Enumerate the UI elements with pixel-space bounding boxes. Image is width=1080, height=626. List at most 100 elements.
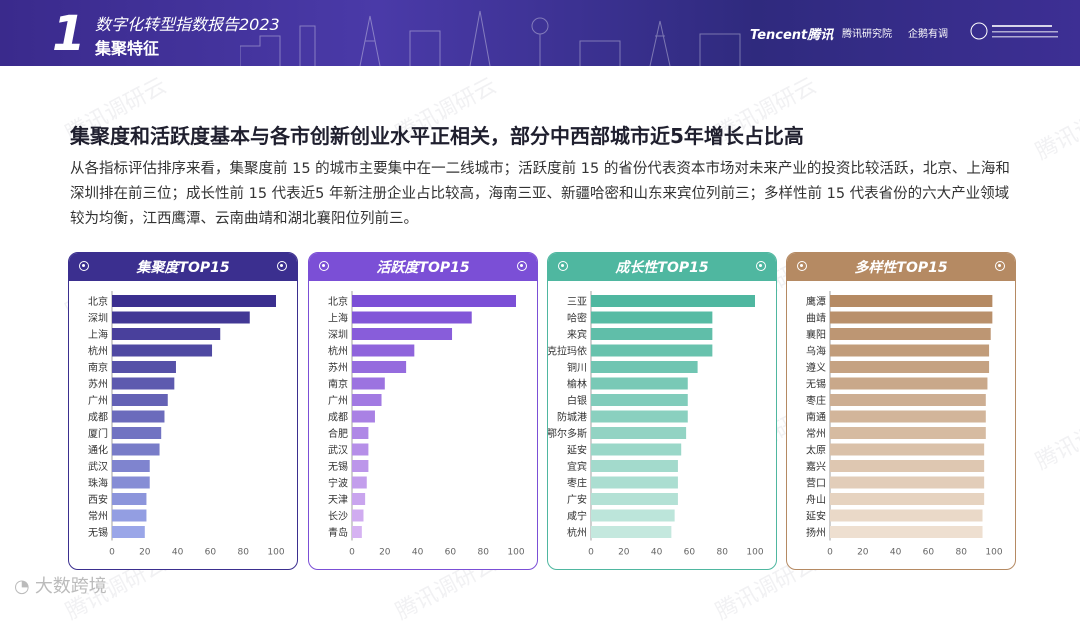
x-tick-label: 20 — [618, 548, 630, 558]
category-label: 咸宁 — [567, 510, 587, 523]
panel-agglomeration: 集聚度TOP15 北京深圳上海杭州南京苏州广州成都厦门通化武汉珠海西安常州无锡0… — [68, 252, 298, 570]
panel-title: 多样性TOP15 — [854, 257, 947, 277]
bar — [591, 394, 688, 406]
page-headline: 集聚度和活跃度基本与各市创新创业水平正相关，部分中西部城市近5年增长占比高 — [70, 120, 804, 149]
bar — [112, 444, 160, 456]
category-label: 天津 — [328, 494, 348, 506]
x-tick-label: 40 — [412, 548, 424, 558]
category-label: 苏州 — [88, 378, 108, 391]
category-label: 深圳 — [88, 313, 108, 325]
bar — [591, 378, 688, 390]
category-label: 铜川 — [567, 362, 587, 374]
panel-title: 活跃度TOP15 — [376, 257, 469, 277]
bar — [591, 444, 681, 456]
category-label: 合肥 — [328, 427, 348, 440]
panel-growth: 成长性TOP15 三亚哈密来宾克拉玛依铜川榆林白银防城港鄂尔多斯延安宜宾枣庄广安… — [547, 252, 777, 570]
category-label: 太原 — [806, 444, 826, 457]
bar — [112, 477, 150, 489]
footer-logo: ◔ 大数跨境 — [14, 572, 107, 598]
category-label: 嘉兴 — [806, 460, 826, 473]
bar-chart-growth: 三亚哈密来宾克拉玛依铜川榆林白银防城港鄂尔多斯延安宜宾枣庄广安咸宁杭州02040… — [548, 283, 776, 565]
panel-activity: 活跃度TOP15 北京上海深圳杭州苏州南京广州成都合肥武汉无锡宁波天津长沙青岛0… — [308, 252, 538, 570]
x-tick-label: 100 — [507, 548, 524, 558]
category-label: 延安 — [567, 444, 587, 457]
bar — [352, 477, 367, 489]
bar — [352, 394, 382, 406]
bar — [830, 411, 986, 423]
bar — [112, 328, 220, 340]
bar — [112, 361, 176, 373]
category-label: 成都 — [88, 412, 108, 424]
category-label: 宜宾 — [567, 460, 587, 473]
bar — [591, 411, 688, 423]
category-label: 枣庄 — [567, 477, 587, 490]
panel-diversity: 多样性TOP15 鹰潭曲靖襄阳乌海遵义无锡枣庄南通常州太原嘉兴营口舟山延安扬州0… — [786, 252, 1016, 570]
category-label: 延安 — [806, 510, 826, 523]
bar — [352, 411, 375, 423]
category-label: 南京 — [328, 378, 348, 391]
footer-logo-icon: ◔ — [14, 576, 30, 597]
x-tick-label: 60 — [205, 548, 217, 558]
category-label: 武汉 — [328, 444, 348, 457]
x-tick-label: 20 — [857, 548, 869, 558]
category-label: 广州 — [88, 395, 108, 407]
bar — [352, 460, 368, 472]
category-label: 白银 — [567, 394, 587, 407]
bullet-icon — [319, 261, 329, 271]
category-label: 广州 — [328, 395, 348, 407]
category-label: 南京 — [88, 361, 108, 374]
category-label: 来宾 — [567, 328, 587, 341]
bar — [830, 328, 991, 340]
x-tick-label: 80 — [477, 548, 489, 558]
x-tick-label: 100 — [985, 548, 1002, 558]
bar — [352, 510, 363, 522]
category-label: 深圳 — [328, 329, 348, 341]
category-label: 西安 — [88, 493, 108, 506]
category-label: 厦门 — [88, 427, 108, 440]
qimai-logo: 企鹅有调 — [908, 25, 948, 40]
category-label: 克拉玛依 — [548, 345, 587, 358]
bar — [591, 361, 698, 373]
x-tick-label: 100 — [267, 548, 284, 558]
bar — [830, 378, 987, 390]
bar — [591, 493, 678, 505]
report-title: 数字化转型指数报告2023 — [95, 11, 280, 35]
bar — [830, 295, 992, 307]
x-tick-label: 40 — [172, 548, 184, 558]
bar — [830, 510, 983, 522]
bar-chart-activity: 北京上海深圳杭州苏州南京广州成都合肥武汉无锡宁波天津长沙青岛0204060801… — [309, 283, 537, 565]
category-label: 青岛 — [328, 526, 348, 539]
category-label: 扬州 — [806, 526, 826, 539]
category-label: 北京 — [328, 295, 348, 308]
bar — [591, 328, 712, 340]
category-label: 鄂尔多斯 — [548, 427, 587, 440]
x-tick-label: 40 — [890, 548, 902, 558]
category-label: 通化 — [88, 444, 108, 457]
section-number: 1 — [52, 6, 85, 62]
tencent-research-logo: 腾讯研究院 — [842, 25, 892, 40]
panel-title: 成长性TOP15 — [615, 257, 708, 277]
category-label: 杭州 — [567, 526, 587, 539]
category-label: 杭州 — [328, 345, 348, 358]
panel-header: 活跃度TOP15 — [309, 253, 537, 281]
bullet-icon — [995, 261, 1005, 271]
bar-chart-agglomeration: 北京深圳上海杭州南京苏州广州成都厦门通化武汉珠海西安常州无锡0204060801… — [69, 283, 297, 565]
x-tick-label: 80 — [716, 548, 728, 558]
bar — [591, 345, 712, 357]
x-tick-label: 0 — [827, 548, 833, 558]
category-label: 遵义 — [806, 361, 826, 374]
category-label: 上海 — [328, 312, 348, 325]
bullet-icon — [79, 261, 89, 271]
bar — [830, 526, 983, 538]
category-label: 常州 — [88, 510, 108, 523]
x-tick-label: 100 — [746, 548, 763, 558]
bar — [352, 295, 516, 307]
category-label: 鹰潭 — [806, 295, 826, 308]
bar — [830, 427, 986, 439]
bar — [352, 378, 385, 390]
bar — [112, 510, 146, 522]
category-label: 防城港 — [557, 411, 587, 424]
category-label: 苏州 — [328, 361, 348, 374]
bar — [352, 328, 452, 340]
x-tick-label: 0 — [588, 548, 594, 558]
